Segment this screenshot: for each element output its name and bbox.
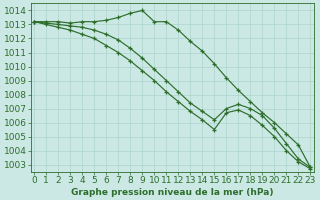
X-axis label: Graphe pression niveau de la mer (hPa): Graphe pression niveau de la mer (hPa) <box>71 188 274 197</box>
